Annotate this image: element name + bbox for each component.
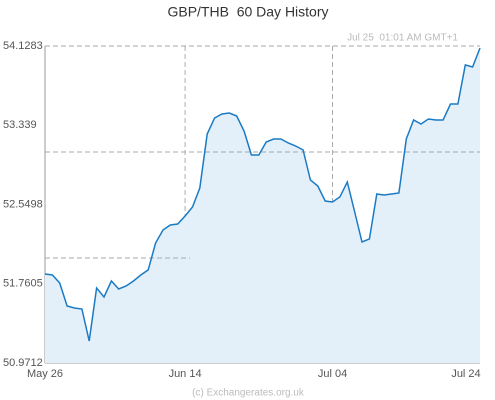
x-tick-label: Jul 04 — [318, 368, 347, 380]
timestamp: Jul 25 01:01 AM GMT+1 — [347, 33, 458, 44]
chart-title: GBP/THB 60 Day History — [167, 4, 328, 20]
x-tick-label: Jul 24 — [451, 368, 480, 380]
y-tick-label: 51.7605 — [3, 278, 43, 290]
x-tick-label: May 26 — [27, 368, 63, 380]
x-tick-label: Jun 14 — [169, 368, 202, 380]
y-tick-label: 54.1283 — [3, 40, 43, 52]
area — [45, 48, 480, 363]
y-tick-label: 50.9712 — [3, 357, 43, 369]
y-tick-label: 52.5498 — [3, 198, 43, 210]
line — [44, 47, 481, 342]
credit: (c) Exchangerates.org.uk — [192, 388, 305, 399]
y-tick-label: 53.339 — [3, 119, 37, 131]
